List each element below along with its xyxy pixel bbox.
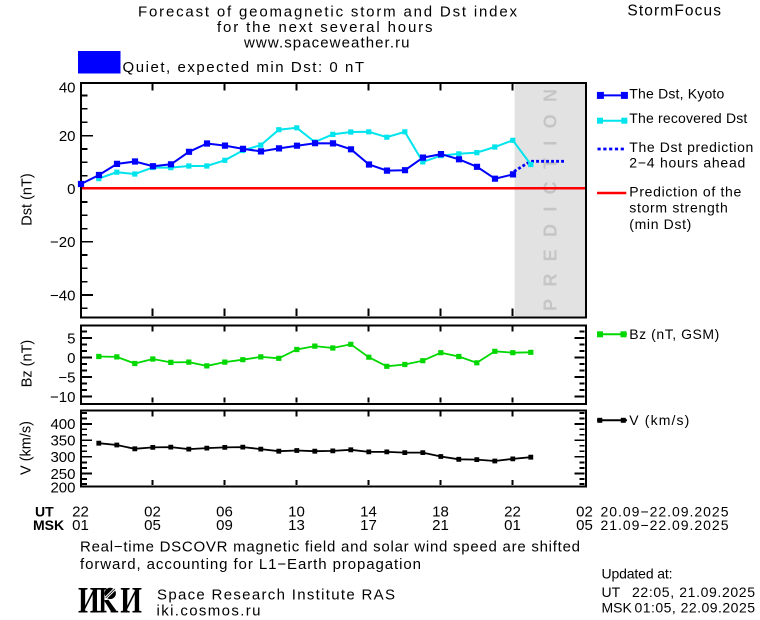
svg-text:Real−time DSCOVR magnetic fiel: Real−time DSCOVR magnetic field and sola… <box>80 539 580 556</box>
svg-text:Bz (nT, GSM): Bz (nT, GSM) <box>629 326 719 342</box>
svg-text:V (km/s): V (km/s) <box>629 412 689 428</box>
svg-text:MSK: MSK <box>602 600 633 616</box>
svg-text:21.09−22.09.2025: 21.09−22.09.2025 <box>601 517 729 533</box>
svg-text:09: 09 <box>216 517 233 534</box>
svg-text:13: 13 <box>288 517 305 534</box>
svg-text:−5: −5 <box>58 369 75 386</box>
svg-text:22: 22 <box>72 504 89 521</box>
svg-text:21: 21 <box>432 517 449 534</box>
svg-text:20: 20 <box>59 128 76 145</box>
svg-text:400: 400 <box>50 416 75 433</box>
svg-text:02: 02 <box>144 504 161 521</box>
svg-text:Bz (nT): Bz (nT) <box>20 340 36 388</box>
svg-text:Prediction of the: Prediction of the <box>629 183 741 199</box>
svg-text:01: 01 <box>504 517 521 534</box>
svg-text:14: 14 <box>360 504 377 521</box>
svg-text:10: 10 <box>288 504 305 521</box>
svg-text:StormFocus: StormFocus <box>627 3 721 20</box>
svg-text:17: 17 <box>360 517 377 534</box>
svg-text:−10: −10 <box>50 389 75 406</box>
svg-text:for the next several hours: for the next several hours <box>217 19 433 36</box>
svg-text:−20: −20 <box>50 234 75 251</box>
svg-text:18: 18 <box>432 504 449 521</box>
svg-text:www.spaceweather.ru: www.spaceweather.ru <box>243 35 410 52</box>
svg-text:0: 0 <box>67 350 75 367</box>
svg-text:250: 250 <box>50 466 75 483</box>
svg-text:2−4 hours ahead: 2−4 hours ahead <box>629 155 745 171</box>
svg-text:06: 06 <box>216 504 233 521</box>
svg-text:Updated at:: Updated at: <box>602 566 673 582</box>
svg-text:22: 22 <box>504 504 521 521</box>
svg-text:The Dst, Kyoto: The Dst, Kyoto <box>629 86 724 102</box>
svg-text:Space Research Institute RAS: Space Research Institute RAS <box>157 587 395 604</box>
svg-text:Dst (nT): Dst (nT) <box>20 173 36 225</box>
svg-text:01:05, 22.09.2025: 01:05, 22.09.2025 <box>635 600 756 616</box>
svg-text:MSK: MSK <box>33 517 64 533</box>
svg-text:Quiet, expected min Dst: 0 nT: Quiet, expected min Dst: 0 nT <box>123 59 365 76</box>
svg-text:The Dst prediction: The Dst prediction <box>629 139 753 155</box>
svg-text:22:05, 21.09.2025: 22:05, 21.09.2025 <box>632 584 755 600</box>
svg-text:5: 5 <box>67 330 75 347</box>
svg-text:200: 200 <box>50 479 75 496</box>
svg-text:iki.cosmos.ru: iki.cosmos.ru <box>157 603 261 620</box>
svg-text:20.09−22.09.2025: 20.09−22.09.2025 <box>601 504 729 520</box>
svg-text:350: 350 <box>50 433 75 450</box>
svg-text:UT: UT <box>602 584 621 600</box>
svg-text:−40: −40 <box>50 287 75 304</box>
svg-text:300: 300 <box>50 449 75 466</box>
svg-text:storm strength: storm strength <box>629 200 728 216</box>
svg-text:05: 05 <box>576 517 593 534</box>
svg-text:The recovered Dst: The recovered Dst <box>629 110 747 126</box>
svg-text:UT: UT <box>35 504 54 520</box>
svg-text:forward, accounting for L1−Ear: forward, accounting for L1−Earth propaga… <box>80 556 421 573</box>
svg-text:0: 0 <box>67 181 75 198</box>
svg-text:05: 05 <box>144 517 161 534</box>
svg-text:40: 40 <box>59 79 76 96</box>
svg-text:V (km/s): V (km/s) <box>19 421 35 475</box>
svg-text:02: 02 <box>576 504 593 521</box>
svg-text:(min Dst): (min Dst) <box>629 216 691 232</box>
svg-text:01: 01 <box>72 517 89 534</box>
